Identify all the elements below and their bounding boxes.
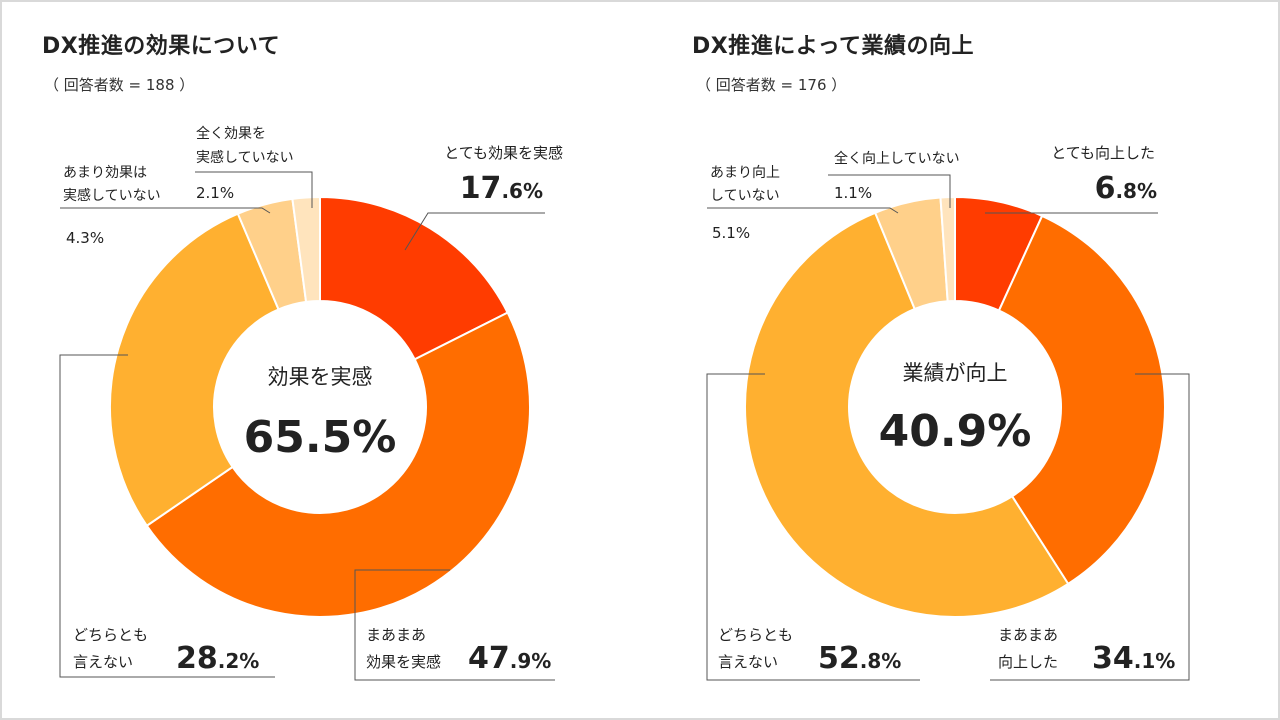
slice-label: していない [710,188,780,204]
center-value: 40.9% [879,406,1032,457]
data-label: 52.8% [818,641,901,676]
donut-slice-2 [109,212,280,528]
slice-label: 全く向上していない [834,150,960,167]
slice-label: とても向上した [1051,144,1155,162]
leader-line-s3 [60,207,271,214]
data-label: 47.9% [468,641,551,676]
data-label: 6.8% [1095,171,1157,206]
data-label: 17.6% [460,171,543,206]
slice-label: 効果を実感 [366,653,441,671]
slice-label: どちらとも [73,626,148,644]
donut-slices [109,195,531,619]
data-label: 4.3% [66,229,104,247]
leader-line-s2 [706,373,920,681]
slice-label: とても効果を実感 [444,144,563,162]
donut-slice-1 [997,214,1166,586]
leader-lines [59,171,555,681]
donut-slices [744,195,1166,618]
leader-line-s4 [828,174,951,208]
data-label: 2.1% [196,184,234,202]
data-label: 34.1% [1092,641,1175,676]
center-label: 業績が向上 [903,361,1008,385]
donut-chart-effect: とても効果を実感 17.6% まあまあ 効果を実感 47.9% どちらとも 言え… [59,125,563,681]
slice-label: どちらとも [718,626,793,644]
chart-title: DX推進の効果について [42,34,281,59]
donut-slice-2 [744,211,1070,618]
panel-performance: DX推進によって業績の向上 （ 回答者数 = 176 ） とても向上した 6.8… [640,0,1280,720]
slice-label: あまり効果は [63,165,147,181]
data-label: 28.2% [176,641,259,676]
donut-slice-1 [145,311,531,619]
leader-line-s1 [354,569,555,681]
chart-title: DX推進によって業績の向上 [692,34,974,59]
center-value: 65.5% [244,412,397,463]
slice-label: 言えない [73,653,133,671]
leader-line-s1 [990,373,1190,681]
data-label: 1.1% [834,184,872,202]
donut-slice-4 [939,195,956,303]
slice-label: 向上した [998,653,1058,671]
slice-label: 言えない [718,653,778,671]
panel-dx-effect: DX推進の効果について （ 回答者数 = 188 ） とても効果を実感 17.6… [42,34,563,681]
chart-subtitle: （ 回答者数 = 188 ） [44,76,195,94]
leader-line-s0 [404,212,545,251]
slice-label: まあまあ [998,626,1058,644]
donut-slice-4 [291,195,321,304]
donut-chart-performance: とても向上した 6.8% まあまあ 向上した 34.1% どちらとも 言えない … [706,144,1190,681]
center-label: 効果を実感 [268,365,373,389]
leader-lines [706,174,1190,681]
leader-line-s4 [195,171,313,208]
slice-label: まあまあ [366,626,426,644]
donut-slice-0 [319,195,509,361]
slice-label: あまり向上 [710,165,780,181]
leader-line-s3 [707,207,899,214]
data-label: 5.1% [712,224,750,242]
leader-line-s2 [59,354,275,678]
chart-subtitle: （ 回答者数 = 176 ） [696,76,847,94]
slice-label: 全く効果を [196,125,266,142]
slice-label: 実感していない [63,187,161,204]
slice-label: 実感していない [196,149,294,166]
